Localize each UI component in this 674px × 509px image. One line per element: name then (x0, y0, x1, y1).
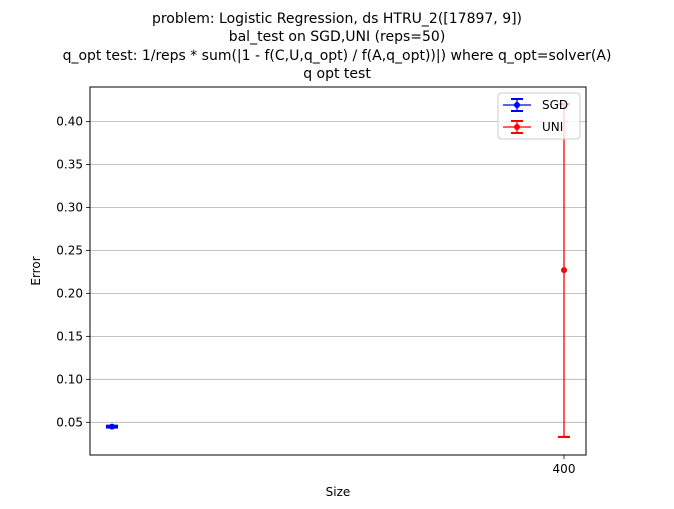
y-tick-label: 0.15 (56, 329, 83, 343)
legend-item-uni: UNI (503, 120, 563, 134)
y-axis-label: Error (29, 256, 43, 285)
y-tick-label: 0.30 (56, 200, 83, 214)
title-line-1: problem: Logistic Regression, ds HTRU_2(… (152, 11, 522, 27)
title-line-3: q_opt test: 1/reps * sum(|1 - f(C,U,q_op… (63, 48, 612, 64)
data-point (561, 267, 567, 274)
y-tick-label: 0.05 (56, 415, 83, 429)
plot-area-frame (89, 86, 587, 456)
legend: SGD UNI (497, 92, 581, 140)
legend-label: UNI (542, 120, 563, 134)
y-tick-label: 0.10 (56, 372, 83, 386)
series-uni (558, 103, 570, 439)
y-tick-label: 0.20 (56, 286, 83, 300)
data-point (109, 423, 115, 430)
y-tick-label: 0.40 (56, 114, 83, 128)
series-layer (106, 103, 570, 439)
y-tick-label: 0.25 (56, 243, 83, 257)
title-line-2: bal_test on SGD,UNI (reps=50) (229, 29, 446, 45)
legend-item-sgd: SGD (503, 98, 568, 112)
legend-marker (514, 102, 520, 108)
x-axis-label: Size (326, 485, 351, 499)
y-tick-label: 0.35 (56, 157, 83, 171)
title-line-4: q opt test (303, 66, 371, 82)
legend-marker (514, 124, 520, 130)
legend-label: SGD (542, 98, 568, 112)
series-sgd (106, 423, 118, 430)
chart-title: problem: Logistic Regression, ds HTRU_2(… (63, 11, 612, 82)
x-tick-label: 400 (553, 462, 576, 476)
axis-ticks: 0.05 0.10 0.15 0.20 0.25 0.30 0.35 0.40 400 (56, 114, 575, 476)
grid-lines (90, 120, 586, 423)
